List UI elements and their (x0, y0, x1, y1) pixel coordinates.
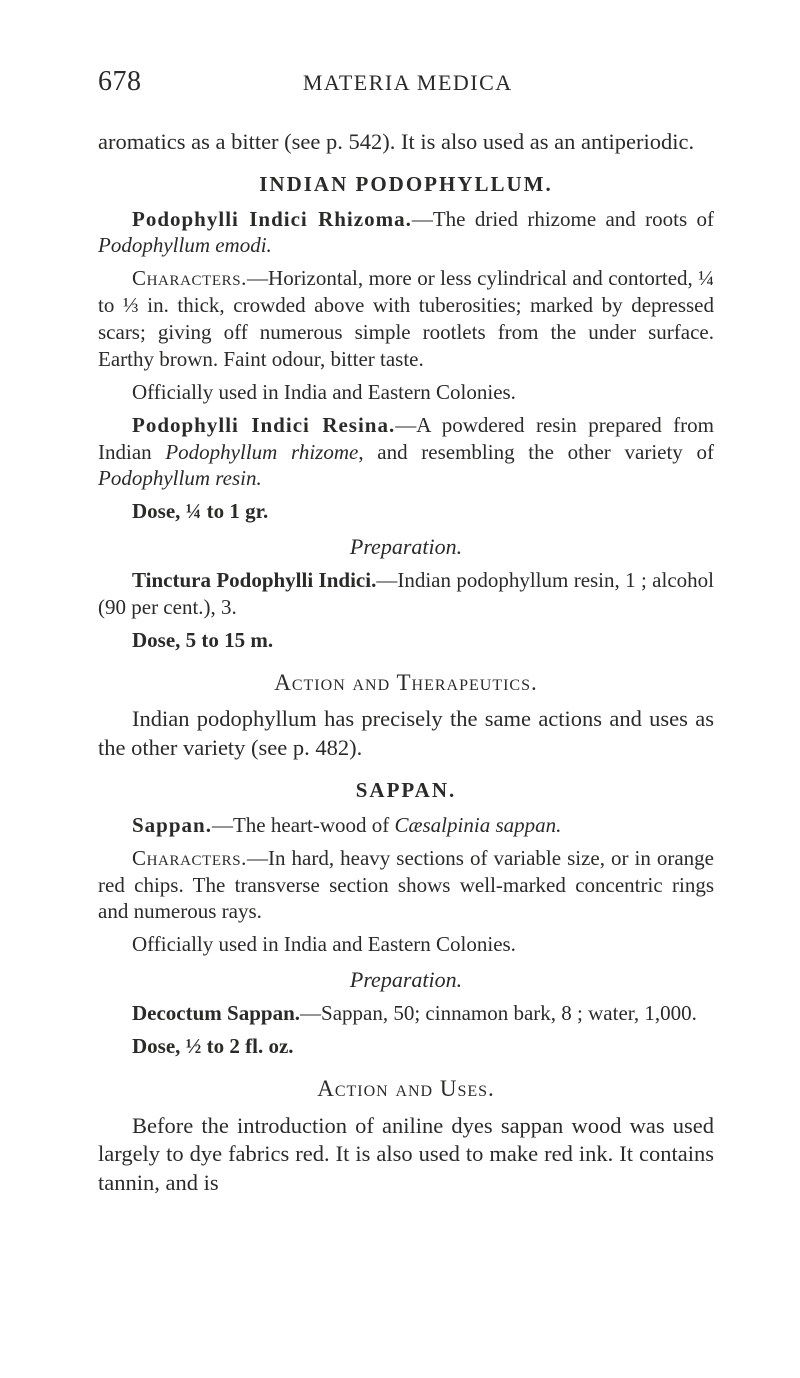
resina-ital-2: Podophyllum resin. (98, 466, 262, 490)
rhizoma-species: Podophyllum emodi. (98, 233, 272, 257)
running-head: MATERIA MEDICA (102, 69, 715, 97)
decoctum-dose: Dose, ½ to 2 fl. oz. (98, 1033, 714, 1060)
resina-paragraph: Podophylli Indici Resina.—A powdered res… (98, 412, 714, 493)
page-header: 678 MATERIA MEDICA (98, 64, 714, 100)
rhizoma-paragraph: Podophylli Indici Rhizoma.—The dried rhi… (98, 206, 714, 260)
section-title-podophyllum: INDIAN PODOPHYLLUM. (98, 171, 714, 198)
resina-lead: Podophylli Indici Resina. (132, 413, 395, 437)
tinctura-dose: Dose, 5 to 15 m. (98, 627, 714, 654)
resina-mid: , and resembling the other variety of (358, 440, 714, 464)
decoctum-lead: Decoctum Sappan. (132, 1001, 300, 1025)
sappan-lead: Sappan. (132, 813, 212, 837)
dose-1: Dose, ¼ to 1 gr. (98, 498, 714, 525)
tinctura-paragraph: Tinctura Podophylli Indici.—Indian podo­… (98, 567, 714, 621)
sappan-characters: Characters.—In hard, heavy sections of v… (98, 845, 714, 926)
sappan-rest: —The heart-wood of (212, 813, 395, 837)
action-uses-heading: Action and Uses. (98, 1074, 714, 1103)
page: 678 MATERIA MEDICA aromatics as a bitter… (0, 0, 800, 1378)
rhizoma-rest: —The dried rhizome and roots of (412, 207, 714, 231)
sappan-characters-lead: Characters. (132, 846, 247, 870)
decoctum-rest: —Sappan, 50; cinnamon bark, 8 ; water, 1… (300, 1001, 697, 1025)
action-therapeutics-heading: Action and Therapeutics. (98, 668, 714, 697)
uses-paragraph: Before the introduction of aniline dyes … (98, 1112, 714, 1198)
intro-paragraph: aromatics as a bitter (see p. 542). It i… (98, 128, 714, 157)
preparation-heading-2: Preparation. (98, 966, 714, 994)
preparation-heading-1: Preparation. (98, 533, 714, 561)
rhizoma-lead: Podophylli Indici Rhizoma. (132, 207, 412, 231)
sappan-species: Cæsalpinia sappan. (395, 813, 562, 837)
characters-lead: Characters. (132, 266, 247, 290)
tinctura-lead: Tinctura Podophylli Indici. (132, 568, 376, 592)
section-title-sappan: SAPPAN. (98, 777, 714, 804)
action-paragraph: Indian podophyllum has precisely the sam… (98, 705, 714, 763)
officially-used-2: Officially used in India and Eastern Col… (98, 931, 714, 958)
decoctum-paragraph: Decoctum Sappan.—Sappan, 50; cinnamon ba… (98, 1000, 714, 1027)
characters-paragraph: Characters.—Horizontal, more or less cyl… (98, 265, 714, 373)
officially-used-1: Officially used in India and Eastern Col… (98, 379, 714, 406)
sappan-paragraph: Sappan.—The heart-wood of Cæsalpinia sap… (98, 812, 714, 839)
resina-ital-1: Podophyllum rhizome (165, 440, 358, 464)
